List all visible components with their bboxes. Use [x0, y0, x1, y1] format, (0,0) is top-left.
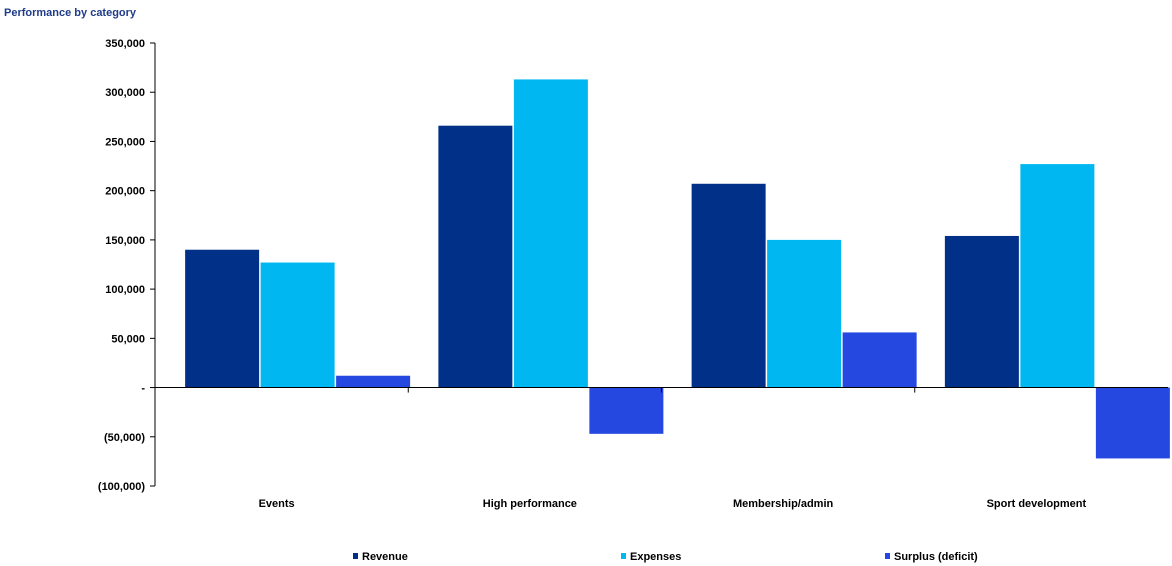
y-axis: 350,000 300,000 250,000 200,000 150,000 100,0… [98, 38, 156, 493]
legend: Revenue Expenses Surplus (deficit) [353, 551, 978, 563]
chart-title: Performance by category [4, 7, 137, 19]
y-tick-label: - [141, 383, 145, 395]
x-axis: Events High performance Membership/admin Sp… [155, 387, 1168, 510]
y-tick-label: (100,000) [98, 481, 145, 493]
y-tick-label: 100,000 [105, 284, 145, 296]
bar-revenue-1 [438, 125, 513, 388]
y-tick-label: 300,000 [105, 87, 145, 99]
y-tick-label: 200,000 [105, 186, 145, 198]
y-tick-label: 50,000 [111, 333, 145, 345]
x-category-label: High performance [483, 498, 577, 510]
bar-surplus-deficit-0 [336, 375, 411, 388]
y-tick-label: 150,000 [105, 235, 145, 247]
y-tick-label: 250,000 [105, 136, 145, 148]
x-category-label: Events [259, 498, 295, 510]
legend-label: Revenue [362, 551, 408, 563]
bar-surplus-deficit-1 [589, 387, 664, 434]
bar-expenses-0 [260, 262, 335, 388]
x-category-label: Sport development [987, 498, 1087, 510]
bar-surplus-deficit-3 [1095, 387, 1170, 459]
y-tick-label: (50,000) [104, 432, 145, 444]
bars [185, 79, 1170, 459]
bar-revenue-2 [691, 183, 766, 388]
legend-swatch [353, 553, 358, 559]
x-category-label: Membership/admin [733, 498, 834, 510]
legend-label: Surplus (deficit) [894, 551, 978, 563]
bar-surplus-deficit-2 [842, 332, 917, 388]
bar-expenses-2 [767, 239, 842, 388]
legend-swatch [885, 553, 890, 559]
bar-revenue-0 [185, 249, 260, 388]
y-tick-label: 350,000 [105, 38, 145, 50]
bar-expenses-1 [513, 79, 588, 388]
bar-revenue-3 [944, 235, 1019, 388]
legend-label: Expenses [630, 551, 681, 563]
legend-swatch [621, 553, 626, 559]
bar-expenses-3 [1020, 164, 1095, 388]
